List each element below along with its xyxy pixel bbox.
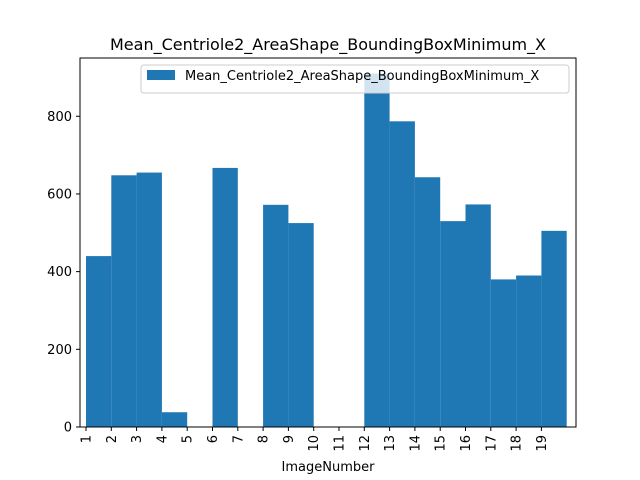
x-tick-label: 10 — [307, 435, 322, 452]
bar-16 — [465, 204, 491, 427]
bar-18 — [516, 275, 542, 427]
legend-frame — [140, 64, 570, 94]
y-axis: 0 200 400 600 800 — [47, 110, 80, 436]
x-tick-label: 9 — [282, 435, 297, 443]
x-axis: 1 2 3 4 5 6 7 8 9 10 11 12 13 14 15 16 17 18 19 — [80, 427, 550, 452]
x-tick-label: 18 — [510, 435, 525, 452]
legend: Mean_Centriole2_AreaShape_BoundingBoxMin… — [140, 64, 570, 94]
bar-4 — [161, 412, 188, 427]
y-tick-label: 200 — [47, 343, 72, 358]
y-tick-label: 400 — [47, 265, 72, 280]
x-tick-label: 2 — [105, 435, 120, 443]
bar-17 — [490, 279, 517, 427]
x-tick-label: 1 — [80, 435, 95, 443]
x-tick-label: 17 — [484, 435, 499, 452]
chart-title: Mean_Centriole2_AreaShape_BoundingBoxMin… — [110, 35, 546, 55]
x-tick-label: 11 — [333, 435, 348, 452]
legend-swatch — [147, 70, 175, 80]
x-tick-label: 4 — [155, 435, 170, 443]
bar-14 — [414, 177, 441, 427]
bar-8 — [263, 204, 289, 427]
bar-1 — [86, 256, 112, 427]
x-tick-label: 3 — [130, 435, 145, 443]
y-tick-label: 800 — [47, 110, 72, 125]
x-tick-label: 7 — [231, 435, 246, 443]
x-tick-label: 8 — [257, 435, 272, 443]
x-tick-label: 12 — [358, 435, 373, 452]
x-tick-label: 15 — [434, 435, 449, 452]
x-tick-label: 16 — [459, 435, 474, 452]
x-tick-label: 14 — [408, 435, 423, 452]
axes-frame — [79, 57, 577, 428]
x-tick-label: 13 — [383, 435, 398, 452]
x-tick-label: 6 — [206, 435, 221, 443]
legend-label: Mean_Centriole2_AreaShape_BoundingBoxMin… — [185, 69, 539, 84]
bar-3 — [136, 172, 162, 427]
bar-19 — [541, 230, 567, 427]
bar-9 — [288, 223, 314, 427]
x-tick-label: 5 — [181, 435, 196, 443]
bar-15 — [440, 221, 466, 427]
x-tick-label: 19 — [535, 435, 550, 452]
y-tick-label: 0 — [64, 421, 72, 436]
x-axis-label: ImageNumber — [282, 460, 376, 475]
bar-13 — [389, 121, 415, 427]
bar-6 — [212, 167, 238, 428]
bar-2 — [111, 175, 137, 427]
y-tick-label: 600 — [47, 187, 72, 202]
bar-series — [86, 73, 567, 428]
bar-12 — [364, 73, 390, 427]
